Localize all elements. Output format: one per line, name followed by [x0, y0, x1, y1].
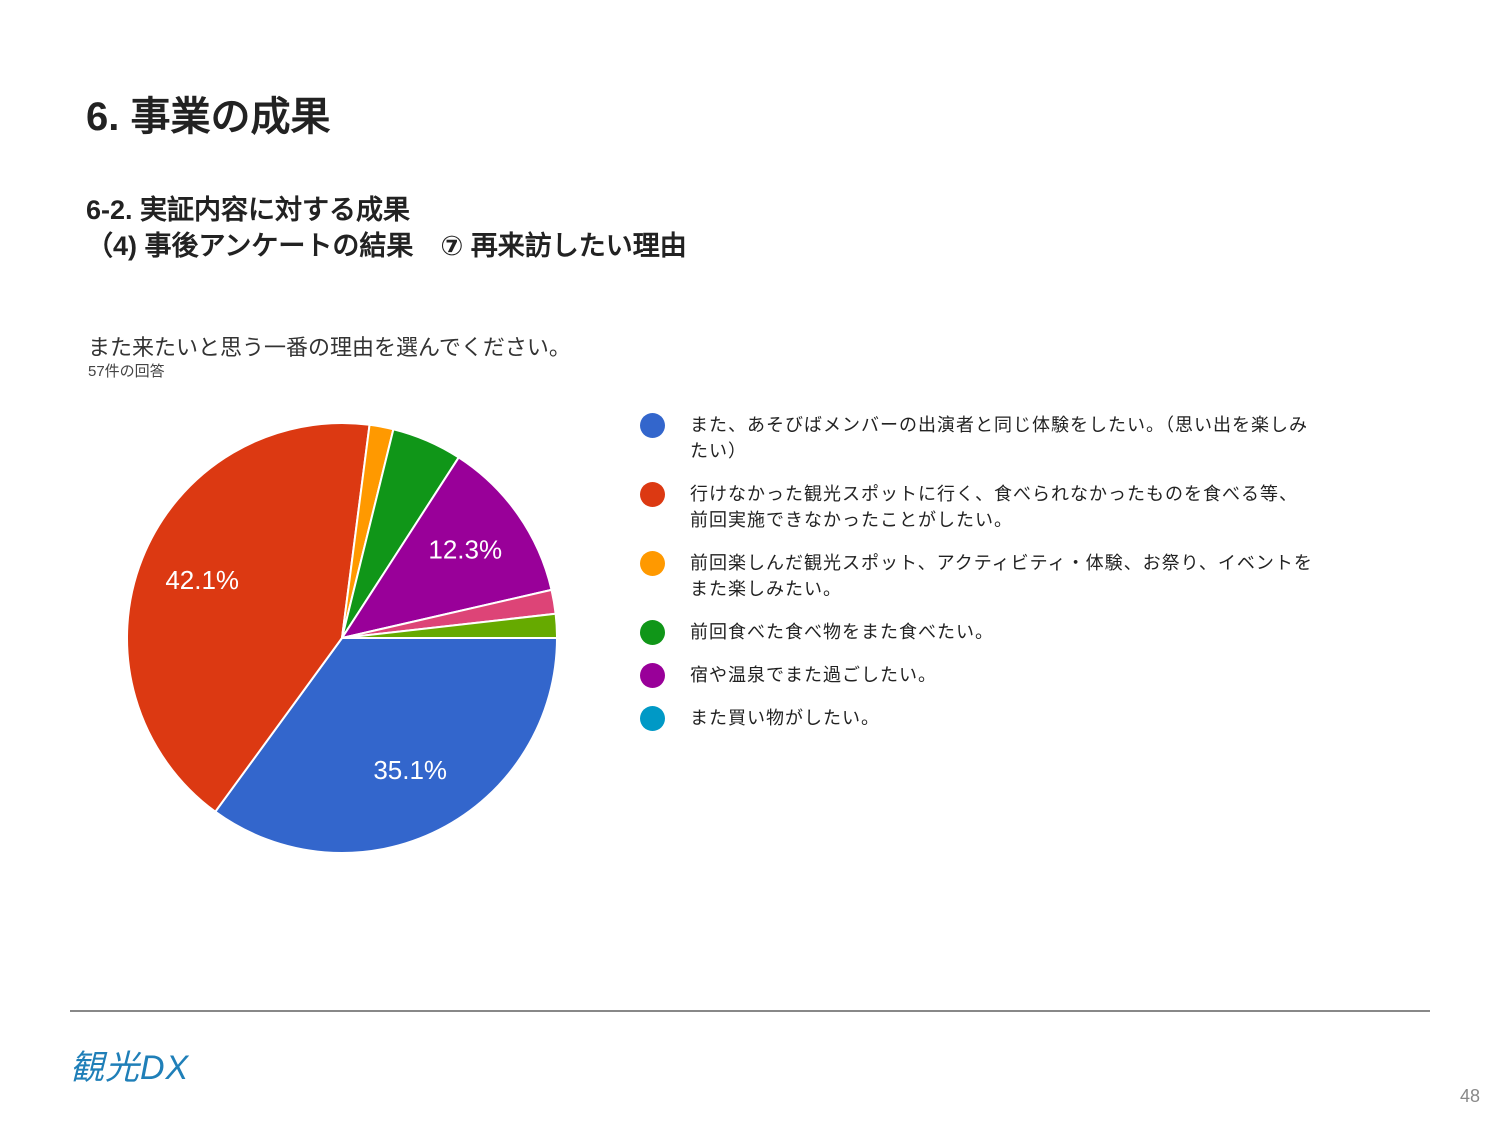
legend-swatch [640, 663, 665, 688]
slice-label: 42.1% [165, 565, 239, 595]
pie-chart: 35.1% 42.1% 12.3% [126, 422, 559, 854]
legend-item: 前回食べた食べ物をまた食べたい。 [640, 619, 1320, 645]
legend-swatch [640, 551, 665, 576]
legend-swatch [640, 706, 665, 731]
slide-title: 6. 事業の成果 [86, 95, 331, 139]
legend-item: 行けなかった観光スポットに行く、食べられなかったものを食べる等、前回実施できなか… [640, 481, 1320, 533]
legend-item: 宿や温泉でまた過ごしたい。 [640, 662, 1320, 688]
legend-item: 前回楽しんだ観光スポット、アクティビティ・体験、お祭り、イベントをまた楽しみたい… [640, 550, 1320, 602]
legend-swatch [640, 482, 665, 507]
legend-swatch [640, 620, 665, 645]
section-title: 6-2. 実証内容に対する成果 [86, 195, 411, 225]
page-number: 48 [1460, 1086, 1481, 1106]
divider [70, 1010, 1430, 1012]
legend-label: 前回食べた食べ物をまた食べたい。 [690, 622, 994, 642]
legend-label: 前回楽しんだ観光スポット、アクティビティ・体験、お祭り、イベントをまた楽しみたい… [690, 553, 1313, 599]
legend-label: 宿や温泉でまた過ごしたい。 [690, 665, 937, 685]
slice-label: 35.1% [373, 755, 447, 785]
legend-label: また買い物がしたい。 [690, 708, 880, 728]
logo: 観光DX [70, 1049, 190, 1087]
section-title: （4) 事後アンケートの結果 ⑦ 再来訪したい理由 [86, 231, 687, 261]
pie-slice [339, 456, 553, 640]
pie-slice [341, 612, 559, 639]
pie-slice [213, 637, 559, 854]
chart-title: また来たいと思う一番の理由を選んでください。 [88, 335, 571, 360]
legend-label: 行けなかった観光スポットに行く、食べられなかったものを食べる等、前回実施できなか… [690, 484, 1298, 530]
legend-label: また、あそびばメンバーの出演者と同じ体験をしたい。（思い出を楽しみたい） [690, 415, 1308, 461]
chart-subtitle: 57件の回答 [88, 363, 165, 380]
legend-item: また買い物がしたい。 [640, 705, 1320, 731]
slice-label: 12.3% [428, 534, 502, 564]
pie-slice [126, 422, 371, 814]
legend: また、あそびばメンバーの出演者と同じ体験をしたい。（思い出を楽しみたい） 行けなか… [640, 412, 1320, 731]
legend-item: また、あそびばメンバーの出演者と同じ体験をしたい。（思い出を楽しみたい） [640, 412, 1320, 464]
legend-swatch [640, 413, 665, 438]
